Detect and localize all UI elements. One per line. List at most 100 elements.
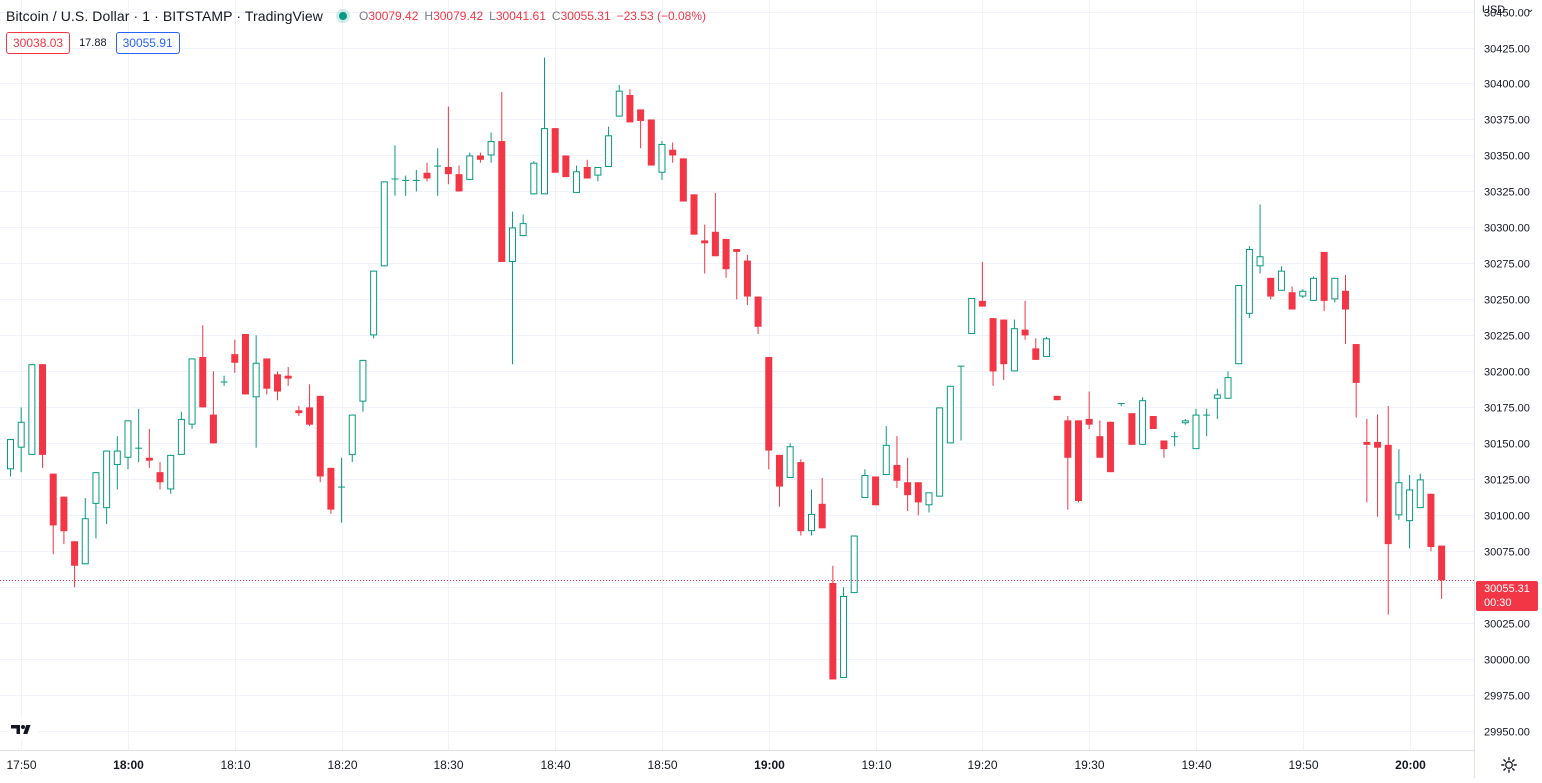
candle-body bbox=[861, 475, 869, 499]
candle bbox=[466, 152, 474, 180]
candle-body bbox=[17, 421, 25, 448]
candle-body bbox=[1000, 319, 1008, 365]
candle bbox=[1277, 266, 1285, 291]
candle bbox=[722, 238, 730, 278]
y-tick-label: 30325.00 bbox=[1484, 187, 1530, 199]
candle bbox=[626, 89, 634, 123]
candle-body bbox=[1374, 441, 1382, 448]
candle bbox=[1107, 421, 1115, 473]
y-tick-label: 29950.00 bbox=[1484, 727, 1530, 739]
candle bbox=[81, 498, 89, 565]
y-tick-label: 30150.00 bbox=[1484, 439, 1530, 451]
candle-body bbox=[348, 414, 356, 455]
candle bbox=[444, 106, 452, 185]
y-tick-label: 30100.00 bbox=[1484, 511, 1530, 523]
x-tick-label: 19:30 bbox=[1074, 758, 1104, 772]
candle bbox=[882, 426, 890, 476]
candle bbox=[605, 126, 613, 167]
candle bbox=[274, 371, 281, 401]
symbol-title[interactable]: Bitcoin / U.S. Dollar · 1 · BITSTAMP · T… bbox=[6, 8, 323, 24]
candle bbox=[1342, 274, 1349, 345]
candle bbox=[840, 587, 848, 679]
candle bbox=[508, 211, 516, 365]
candle-body bbox=[551, 128, 559, 173]
candle-body bbox=[679, 158, 687, 202]
candle-body bbox=[1342, 290, 1349, 310]
ohlc-close-value: 30055.31 bbox=[560, 9, 611, 23]
candle-body bbox=[1139, 400, 1147, 445]
candle-body bbox=[1032, 348, 1040, 360]
candle bbox=[177, 411, 185, 455]
candle-body bbox=[455, 174, 463, 192]
candle-body bbox=[284, 375, 292, 379]
candle bbox=[1384, 405, 1392, 615]
candle-body bbox=[209, 414, 217, 444]
x-tick-label: 19:00 bbox=[754, 758, 785, 772]
candle bbox=[412, 169, 420, 192]
ohlc-high: H30079.42 bbox=[424, 9, 483, 23]
candle bbox=[487, 132, 495, 163]
x-tick-label: 20:00 bbox=[1395, 758, 1426, 772]
candle-body bbox=[786, 446, 794, 478]
candle-body bbox=[968, 297, 976, 334]
gear-icon[interactable] bbox=[1500, 756, 1518, 774]
candle bbox=[49, 473, 57, 555]
candle bbox=[658, 141, 666, 180]
y-tick-label: 30425.00 bbox=[1484, 44, 1530, 56]
x-tick-label: 19:20 bbox=[967, 758, 997, 772]
ohlc-open-value: 30079.42 bbox=[368, 9, 419, 23]
candle bbox=[402, 175, 410, 196]
candle bbox=[338, 457, 346, 523]
currency-selector[interactable]: USD bbox=[1482, 4, 1506, 16]
candle bbox=[1139, 397, 1147, 445]
y-tick-label: 30075.00 bbox=[1484, 547, 1530, 559]
x-tick-label: 18:20 bbox=[327, 758, 357, 772]
y-tick-label: 30300.00 bbox=[1484, 223, 1530, 235]
sell-price-button[interactable]: 30038.03 bbox=[6, 32, 71, 54]
quote-bar: 30038.03 17.88 30055.91 bbox=[6, 32, 180, 54]
candle-body bbox=[1010, 328, 1018, 372]
ohlc-open-label: O bbox=[359, 9, 369, 23]
candle bbox=[306, 384, 314, 427]
symbol-legend: Bitcoin / U.S. Dollar · 1 · BITSTAMP · T… bbox=[6, 6, 712, 26]
candle bbox=[135, 408, 143, 463]
candle bbox=[1427, 493, 1435, 552]
candle-body bbox=[818, 503, 826, 529]
candle-body bbox=[1171, 436, 1179, 438]
candles-layer bbox=[0, 57, 1474, 680]
last-price-value: 30055.31 bbox=[1484, 583, 1530, 595]
candle-body bbox=[541, 128, 548, 195]
candle bbox=[765, 357, 773, 470]
candle bbox=[188, 358, 196, 429]
candle bbox=[1352, 344, 1360, 418]
candle bbox=[348, 414, 356, 463]
candle bbox=[220, 375, 228, 386]
y-tick-label: 30200.00 bbox=[1484, 367, 1530, 379]
candle-body bbox=[188, 358, 196, 425]
candle-body bbox=[936, 407, 944, 497]
candle-body bbox=[1128, 413, 1136, 445]
candle bbox=[1096, 420, 1104, 458]
candle-body bbox=[1075, 420, 1082, 501]
candle bbox=[380, 181, 388, 267]
y-tick-label: 30025.00 bbox=[1484, 619, 1530, 631]
candle bbox=[476, 152, 484, 163]
buy-price-button[interactable]: 30055.91 bbox=[115, 32, 180, 54]
candle-body bbox=[1309, 277, 1317, 301]
candle bbox=[1213, 388, 1221, 419]
ohlc-low: L30041.61 bbox=[489, 9, 546, 23]
candle-body bbox=[71, 541, 79, 566]
candle bbox=[1042, 336, 1050, 358]
candle bbox=[1299, 289, 1307, 298]
candle bbox=[498, 92, 506, 262]
candle-body bbox=[338, 486, 346, 488]
candle-body bbox=[49, 473, 57, 526]
candle-body bbox=[519, 223, 527, 237]
chevron-down-icon[interactable]: ⌄ bbox=[1526, 4, 1535, 15]
candle-body bbox=[1363, 441, 1371, 445]
candle-body bbox=[904, 482, 912, 496]
candle-body bbox=[1149, 416, 1157, 429]
tradingview-logo-icon[interactable] bbox=[8, 718, 38, 740]
